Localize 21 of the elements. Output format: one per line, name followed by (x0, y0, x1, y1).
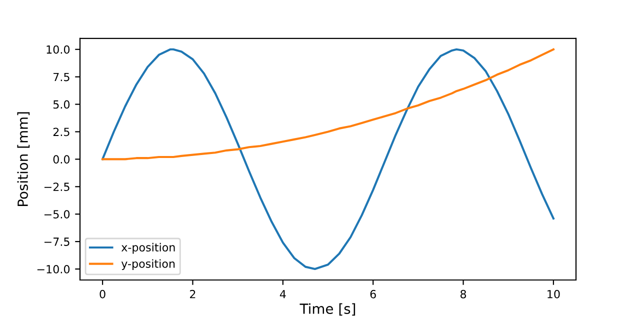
y-tick-label: 0.0 (53, 155, 70, 164)
y-tick-label: 7.5 (54, 72, 70, 82)
y-tick-label: 5.0 (53, 100, 70, 109)
y-axis-title: Position [mm] (17, 112, 30, 206)
legend-label: y-position (121, 259, 175, 270)
x-tick-label: 2 (190, 290, 196, 298)
y-tick-label: −7.5 (44, 238, 70, 246)
line-series (102, 48, 554, 270)
y-tick-label: 2.5 (53, 128, 70, 136)
legend-label: x-position (121, 242, 175, 254)
x-tick-label: 4 (280, 290, 286, 298)
y-tick-label: −10.0 (37, 264, 70, 274)
x-tick-label: 0 (100, 290, 106, 298)
y-tick-label: 10.0 (46, 45, 70, 54)
y-tick-label: −5.0 (44, 210, 70, 218)
y-tick-label: −2.5 (44, 182, 70, 192)
line-series (102, 48, 554, 160)
x-axis-title: Time [s] (300, 303, 356, 316)
x-tick-label: 10 (548, 290, 560, 298)
x-tick-label: 6 (370, 290, 376, 298)
x-tick-label: 8 (460, 290, 466, 298)
